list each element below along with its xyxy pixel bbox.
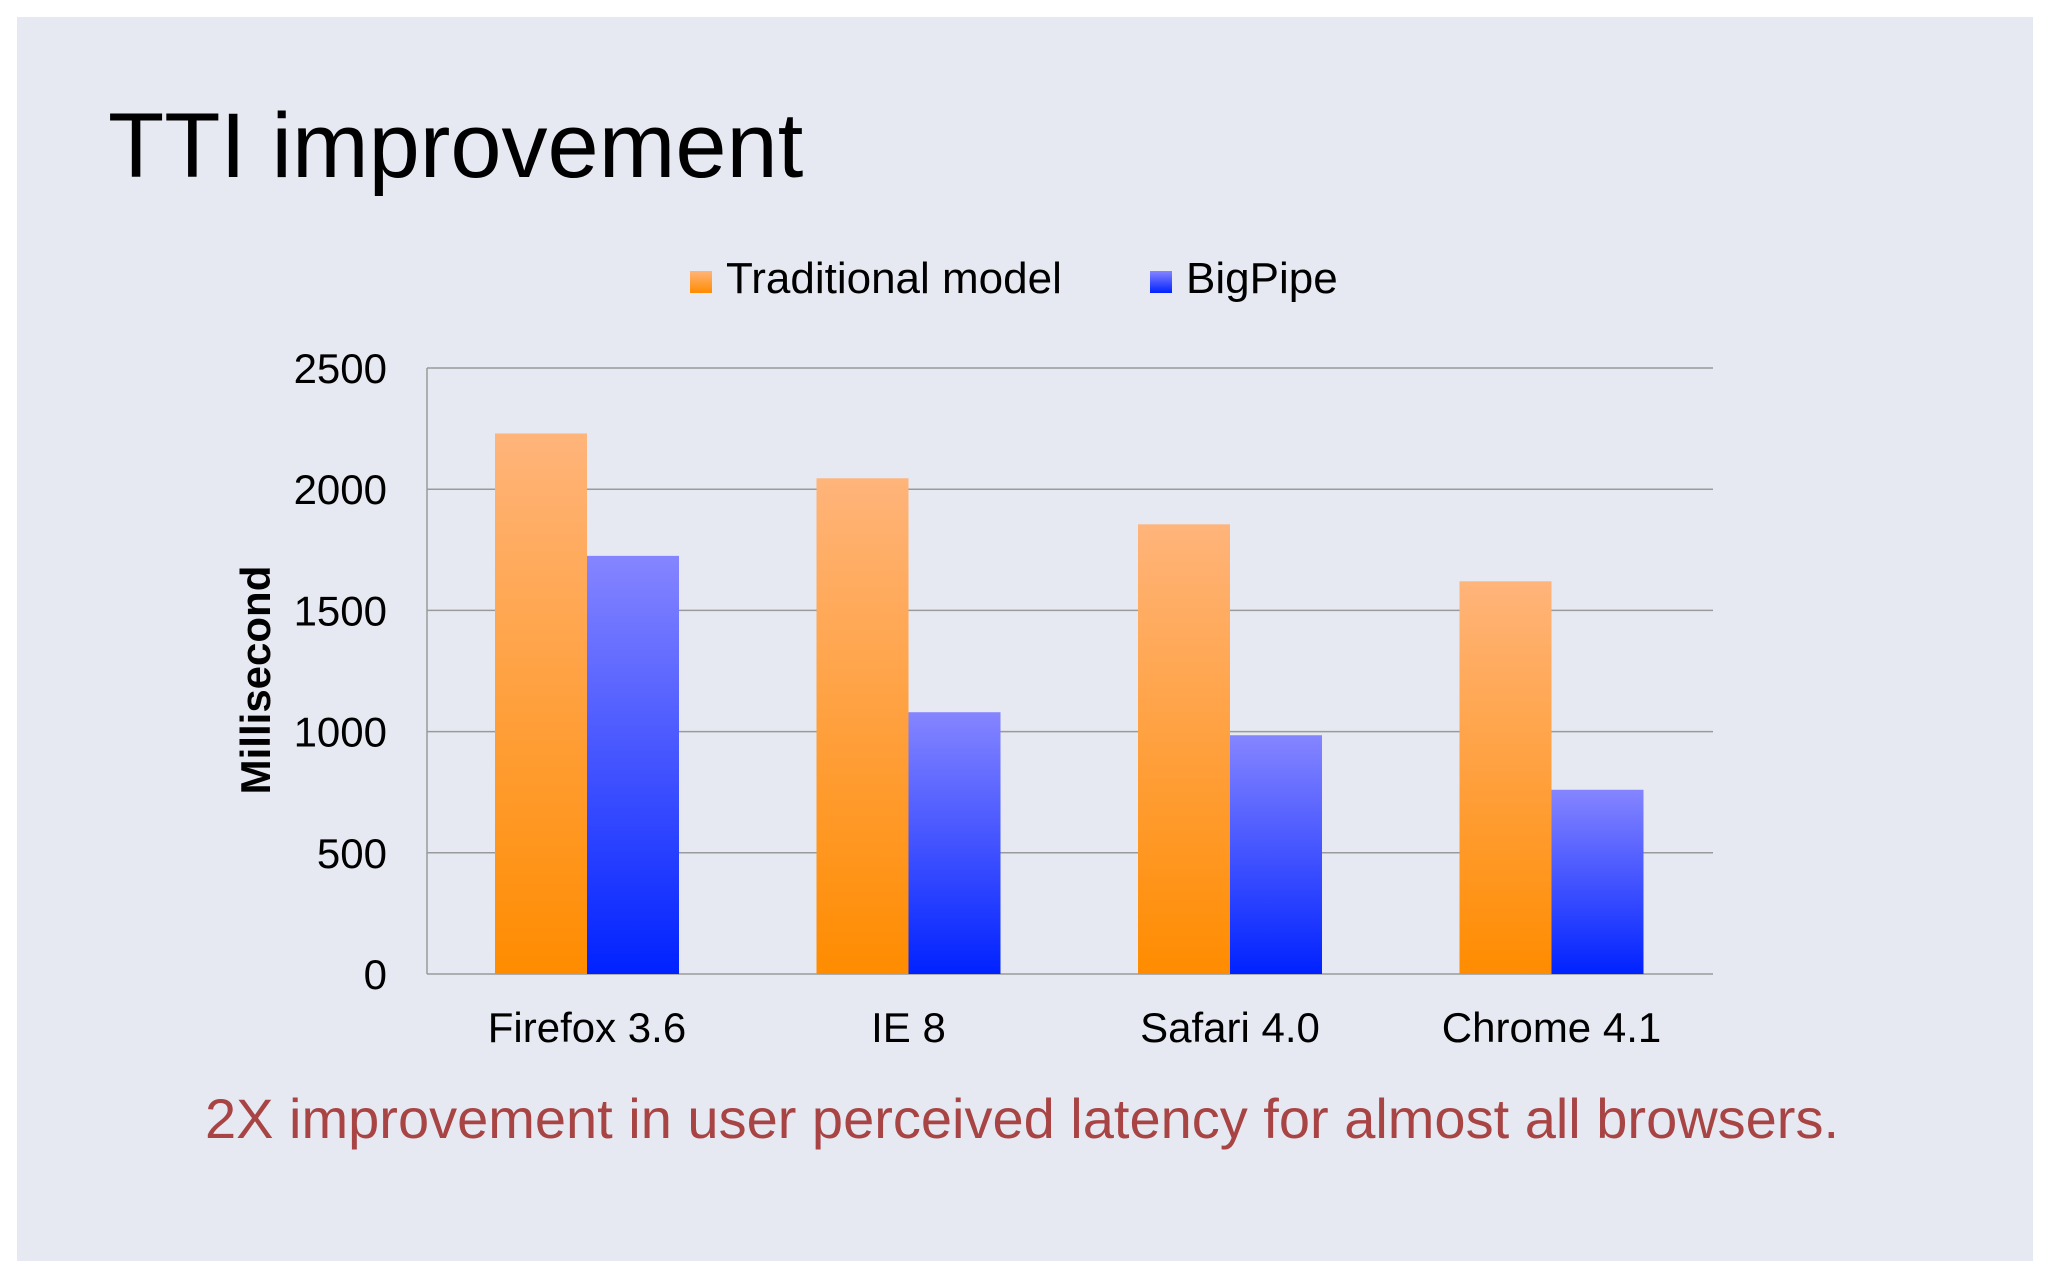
- x-tick-label: Chrome 4.1: [1442, 1004, 1661, 1051]
- y-tick-label: 1500: [294, 587, 387, 634]
- bar-traditional-1: [495, 433, 587, 974]
- y-tick-label: 1000: [294, 709, 387, 756]
- bar-traditional-3: [1138, 524, 1230, 974]
- legend-label: BigPipe: [1186, 254, 1338, 303]
- bar-bigpipe-3: [1230, 735, 1322, 974]
- y-tick-label: 2000: [294, 466, 387, 513]
- slide-background: [17, 17, 2033, 1261]
- x-tick-label: IE 8: [871, 1004, 946, 1051]
- legend-swatch: [1150, 271, 1172, 293]
- legend-label: Traditional model: [726, 254, 1062, 303]
- x-tick-label: Safari 4.0: [1140, 1004, 1320, 1051]
- bar-traditional-4: [1459, 581, 1552, 974]
- bar-bigpipe-1: [587, 555, 679, 974]
- slide-caption: 2X improvement in user perceived latency…: [205, 1087, 1840, 1150]
- y-tick-label: 500: [317, 830, 387, 877]
- legend-swatch: [690, 271, 712, 293]
- x-axis-ticks: Firefox 3.6 IE 8 Safari 4.0 Chrome 4.1: [488, 1004, 1661, 1051]
- y-axis-ticks: 0 500 1000 1500 2000 2500: [294, 345, 387, 998]
- bar-bigpipe-4: [1551, 789, 1644, 974]
- bar-traditional-2: [816, 478, 909, 974]
- chart-bars: [495, 433, 1644, 974]
- x-tick-label: Firefox 3.6: [488, 1004, 686, 1051]
- chart-legend: Traditional model BigPipe: [690, 254, 1338, 303]
- y-axis-label: Millisecond: [232, 566, 279, 795]
- y-tick-label: 2500: [294, 345, 387, 392]
- y-tick-label: 0: [364, 951, 387, 998]
- bar-bigpipe-2: [908, 712, 1001, 974]
- slide-title: TTI improvement: [108, 95, 804, 197]
